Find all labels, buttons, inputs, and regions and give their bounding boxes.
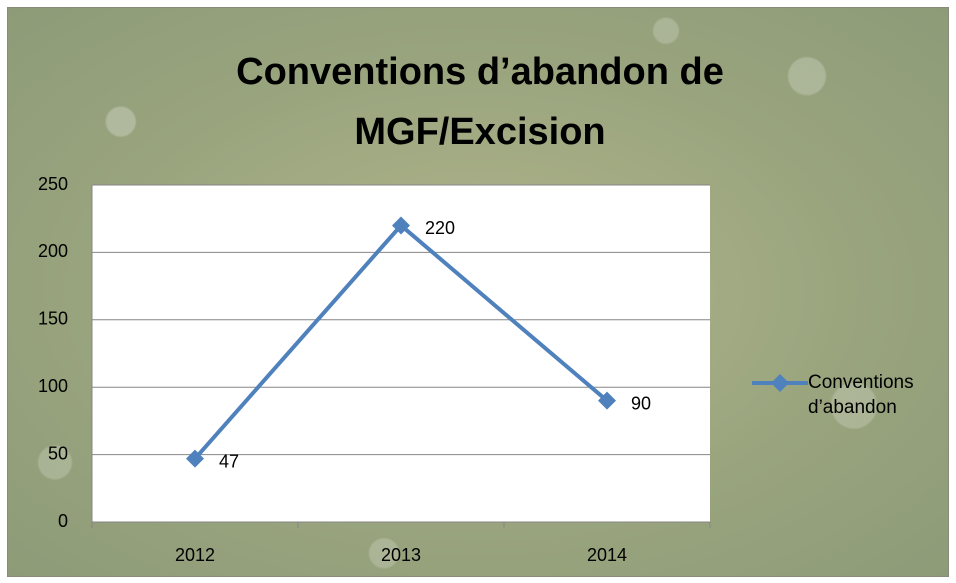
marker bbox=[598, 391, 616, 410]
y-tick-label: 0 bbox=[58, 511, 68, 531]
y-tick-label: 150 bbox=[38, 309, 68, 329]
data-label: 220 bbox=[425, 218, 455, 238]
data-label: 47 bbox=[219, 451, 239, 471]
marker bbox=[186, 449, 204, 468]
x-tick-label: 2012 bbox=[175, 545, 215, 565]
legend-label: Conventions d’abandon bbox=[808, 372, 914, 418]
legend-marker bbox=[771, 374, 789, 392]
marker bbox=[392, 216, 410, 235]
y-tick-label: 100 bbox=[38, 376, 68, 396]
x-tick-label: 2013 bbox=[381, 545, 421, 565]
data-label: 90 bbox=[631, 393, 651, 413]
x-tick-label: 2014 bbox=[587, 545, 627, 565]
y-tick-label: 200 bbox=[38, 241, 68, 261]
y-tick-label: 250 bbox=[38, 174, 68, 194]
chart-title: Conventions d’abandon de MGF/Excision bbox=[236, 51, 724, 153]
y-tick-label: 50 bbox=[48, 443, 68, 463]
plot-area bbox=[92, 185, 710, 522]
